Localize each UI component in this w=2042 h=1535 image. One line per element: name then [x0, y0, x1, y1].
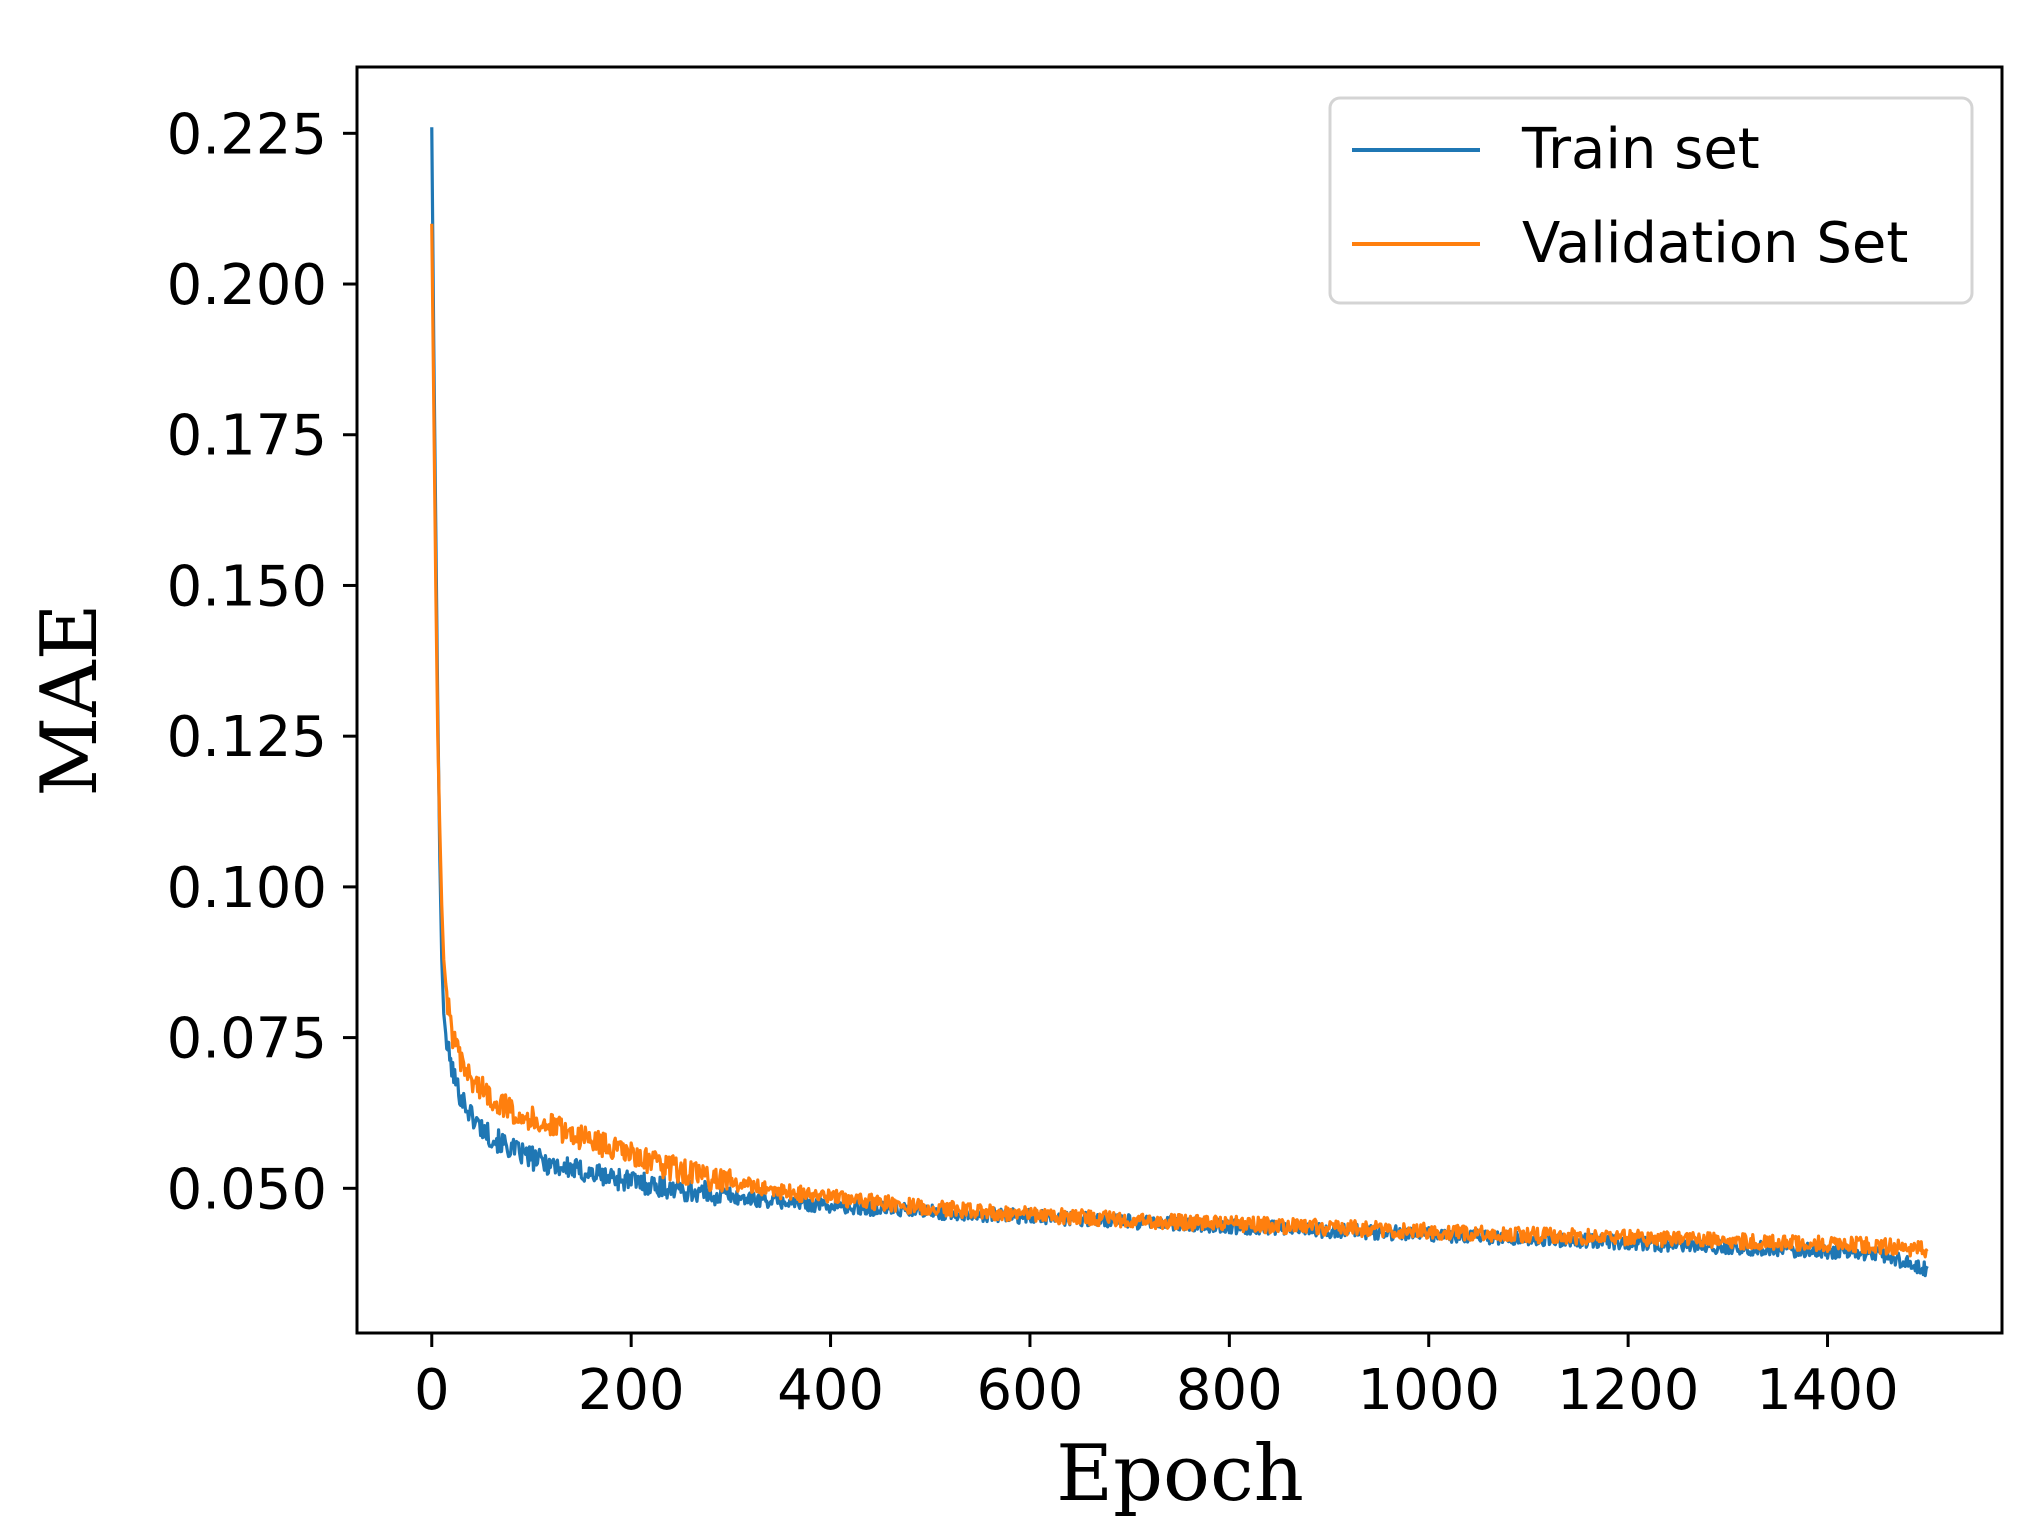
y-tick-label: 0.050: [167, 1157, 327, 1222]
y-tick-label: 0.200: [167, 253, 327, 318]
legend-label-validation-set: Validation Set: [1522, 211, 1908, 276]
legend: Train set Validation Set: [1328, 96, 1974, 305]
x-tick-label: 200: [578, 1358, 685, 1423]
x-axis-title: Epoch: [1056, 1429, 1304, 1519]
y-axis-title: MAE: [25, 603, 115, 796]
series-layer: [430, 127, 1929, 1278]
y-tick-label: 0.075: [167, 1007, 327, 1072]
series-line-validation-set: [430, 223, 1929, 1259]
x-tick-label: 0: [414, 1358, 450, 1423]
y-tick-label: 0.125: [167, 705, 327, 770]
y-tick-label: 0.225: [167, 102, 327, 167]
y-tick-label: 0.175: [167, 404, 327, 469]
legend-label-train-set: Train set: [1521, 117, 1760, 182]
x-tick-label: 800: [1176, 1358, 1283, 1423]
y-tick-label: 0.100: [167, 856, 327, 921]
plot-frame: [355, 65, 2004, 1335]
x-tick-label: 400: [777, 1358, 884, 1423]
x-tick-label: 1000: [1357, 1358, 1500, 1423]
legend-box: [1328, 96, 1974, 305]
x-tick-label: 1400: [1756, 1358, 1899, 1423]
y-axis-ticks: 0.050 0.075 0.100 0.125 0.150 0.175 0.200 0.225: [167, 102, 357, 1222]
x-axis-ticks: 0 200 400 600 800 1000 1200 1400: [414, 1333, 1899, 1423]
y-tick-label: 0.150: [167, 554, 327, 619]
x-tick-label: 1200: [1557, 1358, 1700, 1423]
x-tick-label: 600: [977, 1358, 1084, 1423]
